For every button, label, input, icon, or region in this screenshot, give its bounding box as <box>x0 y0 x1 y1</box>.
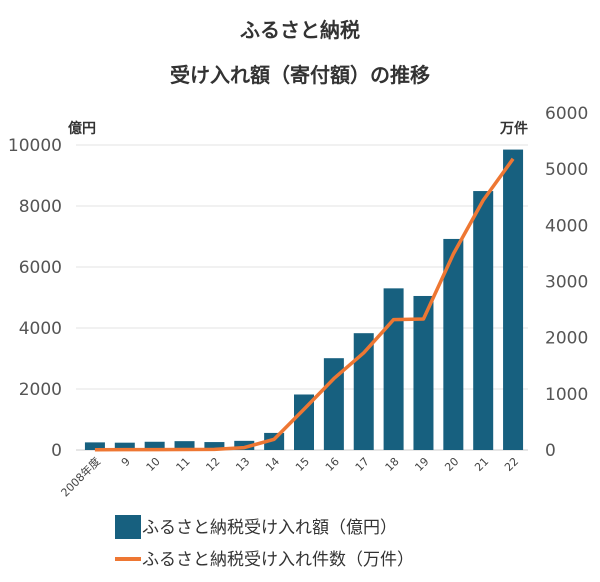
chart-title-line1: ふるさと納税 <box>240 18 360 42</box>
right-axis-unit: 万件 <box>499 120 528 137</box>
left-tick-label: 8000 <box>19 197 62 217</box>
bar <box>234 440 255 450</box>
right-tick-label: 1000 <box>545 385 588 405</box>
legend-bar-swatch <box>115 515 141 539</box>
right-tick-label: 6000 <box>545 104 588 124</box>
chart-title-line2: 受け入れ額（寄付額）の推移 <box>170 63 430 87</box>
left-axis-unit: 億円 <box>68 120 96 137</box>
x-tick-label: 11 <box>174 455 193 474</box>
bar <box>264 432 285 450</box>
x-tick-label: 21 <box>472 455 491 474</box>
bar <box>473 191 494 450</box>
x-tick-label: 22 <box>502 455 521 474</box>
x-tick-label: 17 <box>353 455 372 474</box>
right-tick-label: 0 <box>545 441 556 461</box>
bar <box>204 442 225 450</box>
left-tick-label: 4000 <box>19 319 62 339</box>
bar <box>353 333 374 450</box>
bar <box>413 295 434 450</box>
bar <box>294 394 314 450</box>
bar <box>443 238 464 450</box>
left-tick-label: 2000 <box>19 380 62 400</box>
x-tick-label: 15 <box>293 455 312 474</box>
x-tick-label: 13 <box>233 455 252 474</box>
x-tick-label: 10 <box>144 455 163 474</box>
legend-line-label: ふるさと納税受け入れ件数（万件） <box>142 550 414 570</box>
bar <box>323 358 344 450</box>
bar <box>114 442 135 450</box>
bar <box>144 441 165 450</box>
x-tick-label: 12 <box>203 455 222 474</box>
x-tick-label: 9 <box>119 455 133 469</box>
legend-bar-label: ふるさと納税受け入れ額（億円） <box>142 518 397 538</box>
right-tick-label: 5000 <box>545 160 588 180</box>
bar <box>84 442 105 450</box>
x-tick-label: 19 <box>412 455 431 474</box>
right-tick-label: 4000 <box>545 216 588 236</box>
legend: ふるさと納税受け入れ額（億円） ふるさと納税受け入れ件数（万件） <box>115 515 414 570</box>
x-tick-label: 14 <box>263 455 282 474</box>
x-tick-label: 18 <box>383 455 402 474</box>
x-tick-label: 2008年度 <box>58 454 103 499</box>
bar <box>174 441 195 450</box>
right-tick-label: 2000 <box>545 329 588 349</box>
bar <box>503 149 524 450</box>
x-tick-label: 20 <box>442 455 461 474</box>
x-tick-label: 16 <box>323 455 342 474</box>
left-tick-label: 0 <box>51 441 62 461</box>
left-tick-label: 6000 <box>19 258 62 278</box>
right-tick-label: 3000 <box>545 273 588 293</box>
left-tick-label: 10000 <box>8 136 62 156</box>
bar <box>383 288 404 450</box>
